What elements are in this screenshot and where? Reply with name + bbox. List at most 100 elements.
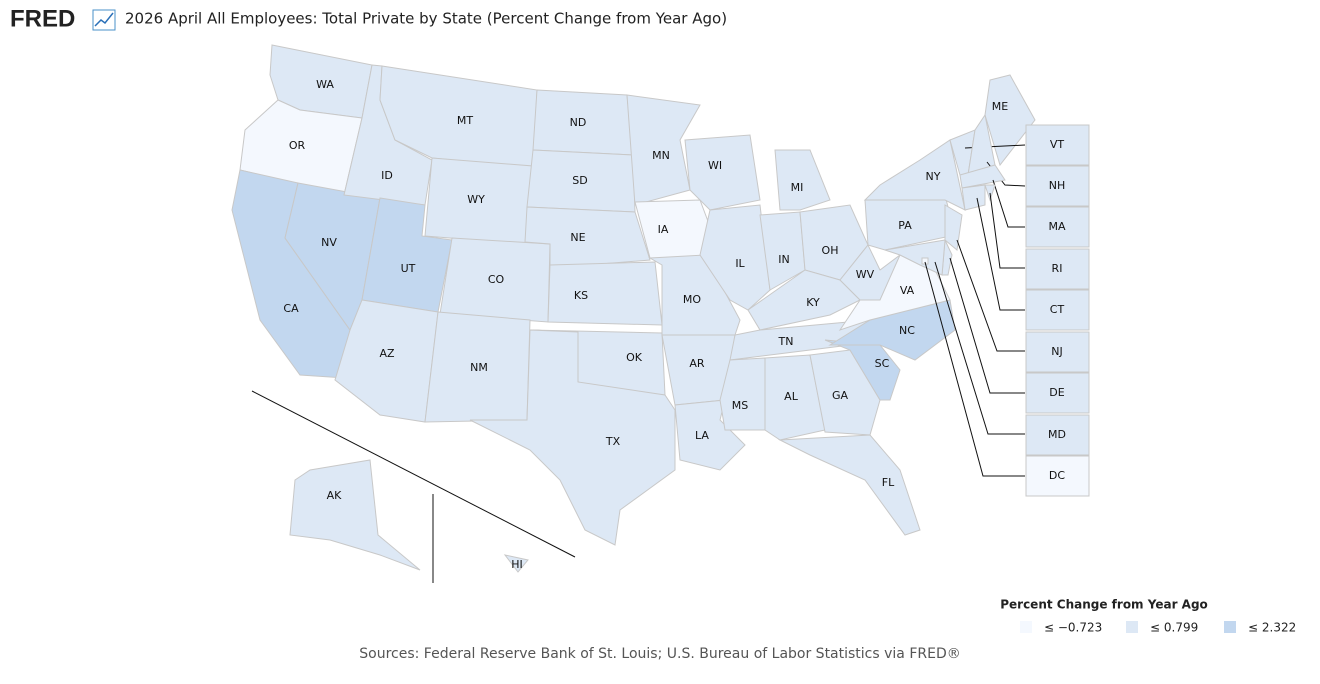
logo: FRED [10,5,75,32]
callout-box [1025,372,1090,414]
state-label: NM [470,361,488,374]
state-label: NJ [1051,345,1062,358]
state-label: MS [732,399,748,412]
callout-box [1025,165,1090,207]
state [719,357,766,431]
state [626,94,701,206]
state [884,239,946,276]
state [469,329,676,546]
state-label: SC [875,357,890,370]
state [684,134,761,211]
state-label: WI [708,159,722,172]
state-label: FL [882,476,895,489]
state-label: WY [467,193,485,206]
state-label: VT [1050,138,1065,151]
legend-swatch [1020,621,1032,633]
state-label: WV [856,268,875,281]
legend-label: ≤ 0.799 [1150,621,1198,635]
leader-line [956,239,1025,352]
state-label: ND [570,116,587,129]
callout-box [1025,248,1090,290]
state-label: AL [784,390,799,403]
state-label: RI [1052,262,1063,275]
state-label: TN [778,335,794,348]
leader-line [934,261,1025,435]
callout-box [1025,124,1090,166]
state-label: HI [511,558,523,571]
callout-box [1025,206,1090,248]
state-label: NY [926,170,941,183]
state-label: GA [832,389,849,402]
legend-swatch [1224,621,1236,633]
state-label: CO [488,273,505,286]
legend-title: Percent Change from Year Ago [1000,598,1208,612]
state [289,459,421,571]
state-label: OR [289,139,306,152]
callout-box [1025,289,1090,331]
state-label: MI [791,181,804,194]
map: WA OR CA NV ID MT WY UT CO AZ NM ND SD NE KS OK TX MN IA MO… [231,44,1090,573]
leader-line [989,192,1025,269]
state-label: ID [381,169,393,182]
state-label: IA [658,223,669,236]
state-label: AK [327,489,343,502]
logo-icon [92,9,116,31]
state-label: KY [806,296,820,309]
state-label: NC [899,324,915,337]
state-label: MA [1048,220,1065,233]
leader-line [976,197,1025,311]
state-label: MT [457,114,473,127]
state-label: TX [605,435,621,448]
state-label: AZ [379,347,395,360]
leader-line [992,179,1025,228]
state-label: MD [1048,428,1066,441]
state [764,354,826,441]
state-label: VA [900,284,915,297]
state-label: ME [992,100,1008,113]
state-label: CA [283,302,299,315]
state [961,184,986,211]
leader-line [949,257,1025,394]
source: Sources: Federal Reserve Bank of St. Lou… [359,646,961,662]
state-label: NE [570,231,585,244]
state [503,554,529,573]
state [774,149,831,211]
state [921,257,929,265]
legend-swatch [1126,621,1138,633]
legend-label: ≤ −0.723 [1044,621,1102,635]
state-label: KS [574,289,588,302]
state-label: DC [1049,469,1065,482]
state-label: WA [316,78,334,91]
state-label: IL [735,257,745,270]
state [959,164,1006,189]
callout-box [1025,331,1090,373]
legend-label: ≤ 2.322 [1248,621,1296,635]
state-label: MN [652,149,670,162]
state [778,434,921,536]
state-label: UT [401,262,416,275]
state-label: MO [683,293,701,306]
leader-line [924,261,1025,477]
legend: ≤ −0.723 ≤ 0.799 ≤ 2.322 [1020,621,1296,635]
state-label: CT [1050,303,1065,316]
state-label: SD [572,174,587,187]
callout-box [1025,455,1090,497]
state [984,74,1036,167]
inset-divider [251,390,576,558]
title: 2026 April All Employees: Total Private … [125,10,727,28]
state-label: AR [689,357,705,370]
state-label: NH [1049,179,1066,192]
state-label: DE [1049,386,1064,399]
state-label: LA [695,429,709,442]
state [547,261,663,326]
state-label: IN [778,253,789,266]
state [944,204,963,251]
callout-box [1025,414,1090,456]
state-label: PA [898,219,912,232]
state-label: OK [626,351,643,364]
state [863,139,966,211]
state-label: OH [822,244,839,257]
state [984,184,996,202]
state-label: NV [321,236,337,249]
